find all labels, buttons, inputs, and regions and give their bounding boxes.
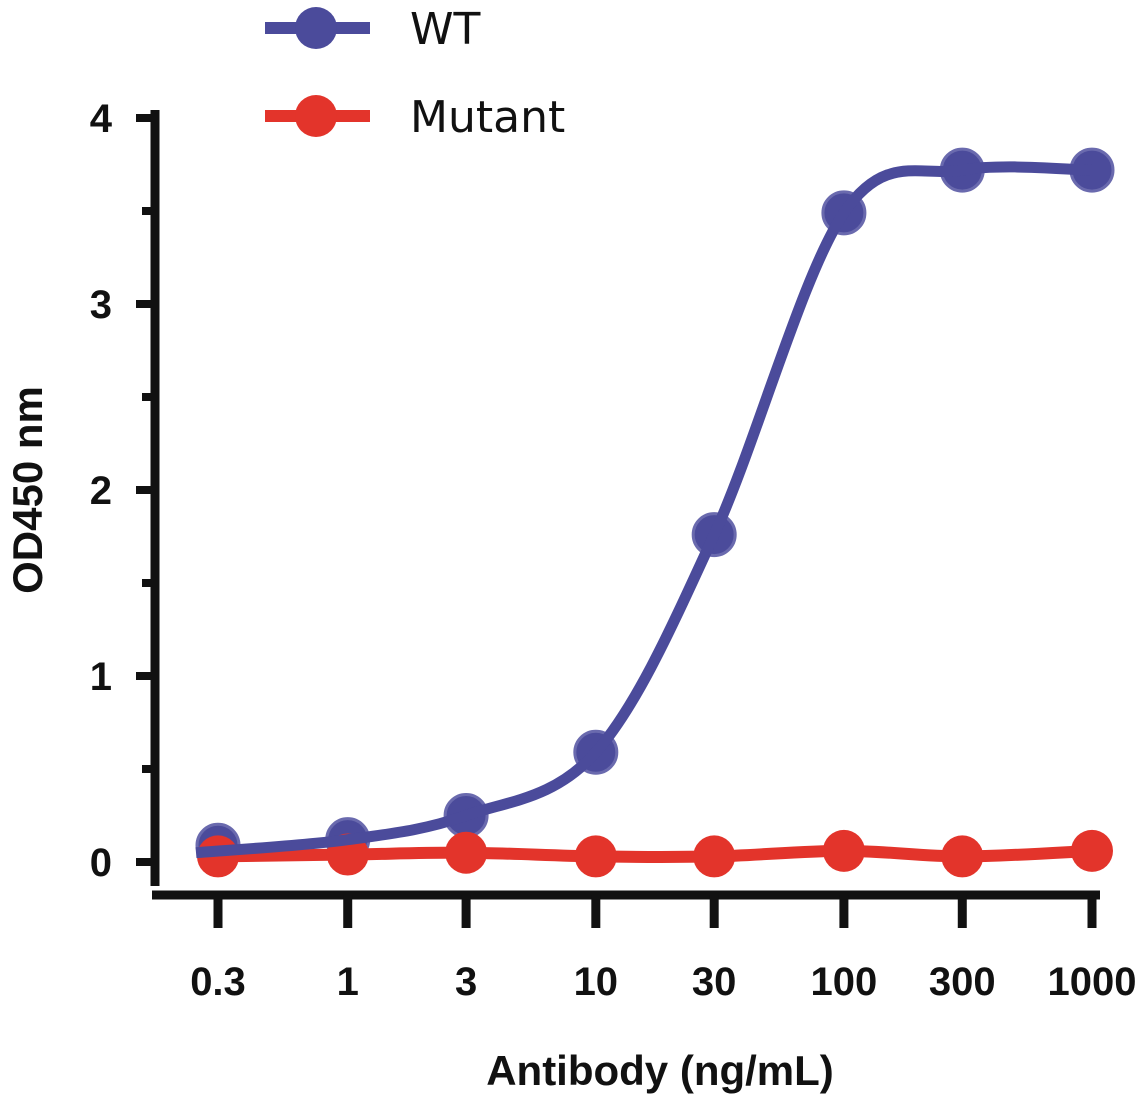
y-tick-label: 0 — [90, 841, 112, 885]
mutant-point — [693, 835, 736, 878]
legend-item-wt: WT — [265, 4, 481, 55]
x-tick-label: 300 — [929, 960, 996, 1004]
x-tick-label: 0.3 — [190, 960, 246, 1004]
y-tick-label: 2 — [90, 469, 112, 513]
axes: 0 1 2 3 4 0.3 1 3 10 30 100 300 1000 — [90, 97, 1137, 1004]
mutant-point — [445, 831, 488, 874]
x-tick-label: 100 — [811, 960, 878, 1004]
y-tick-label: 1 — [90, 655, 112, 699]
legend-label-wt: WT — [410, 4, 481, 55]
legend: WT Mutant — [265, 4, 565, 143]
y-axis-title: OD450 nm — [4, 386, 51, 594]
wt-line — [195, 161, 1093, 859]
legend-item-mutant: Mutant — [265, 92, 565, 143]
x-tick-label: 1000 — [1048, 960, 1137, 1004]
x-axis-title: Antibody (ng/mL) — [486, 1047, 834, 1094]
y-tick-label: 3 — [90, 283, 112, 327]
x-tick-label: 10 — [574, 960, 619, 1004]
y-tick-label: 4 — [90, 97, 113, 141]
legend-label-mutant: Mutant — [410, 92, 565, 143]
x-tick-label: 30 — [692, 960, 737, 1004]
x-tick-label: 1 — [337, 960, 359, 1004]
mutant-point — [822, 829, 865, 872]
mutant-point — [1071, 829, 1113, 872]
x-tick-label: 3 — [455, 960, 477, 1004]
mutant-point — [941, 835, 984, 878]
mutant-point — [574, 835, 617, 878]
plot-area — [195, 147, 1115, 878]
